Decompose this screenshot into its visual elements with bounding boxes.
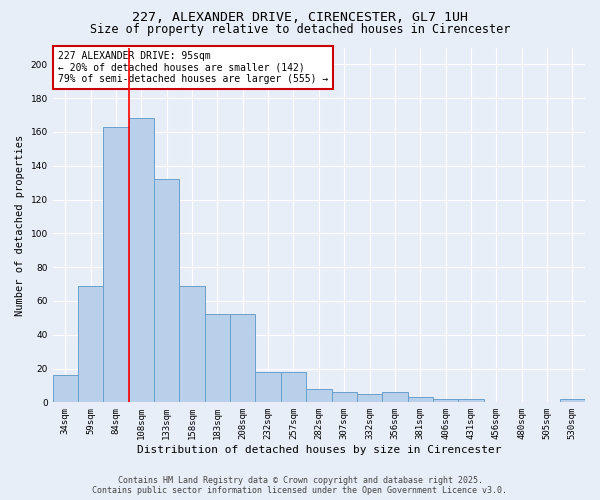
Bar	[205, 314, 230, 402]
Text: 227, ALEXANDER DRIVE, CIRENCESTER, GL7 1UH: 227, ALEXANDER DRIVE, CIRENCESTER, GL7 1…	[132, 11, 468, 24]
Bar	[458, 399, 484, 402]
Bar	[53, 376, 78, 402]
Bar	[357, 394, 382, 402]
Bar	[281, 372, 306, 402]
X-axis label: Distribution of detached houses by size in Cirencester: Distribution of detached houses by size …	[137, 445, 501, 455]
Bar	[179, 286, 205, 403]
Y-axis label: Number of detached properties: Number of detached properties	[15, 134, 25, 316]
Bar	[154, 180, 179, 402]
Bar	[382, 392, 407, 402]
Bar	[560, 399, 585, 402]
Bar	[407, 398, 433, 402]
Bar	[332, 392, 357, 402]
Bar	[433, 399, 458, 402]
Bar	[306, 389, 332, 402]
Text: Contains HM Land Registry data © Crown copyright and database right 2025.
Contai: Contains HM Land Registry data © Crown c…	[92, 476, 508, 495]
Bar	[230, 314, 256, 402]
Bar	[129, 118, 154, 403]
Bar	[78, 286, 103, 403]
Bar	[256, 372, 281, 402]
Text: 227 ALEXANDER DRIVE: 95sqm
← 20% of detached houses are smaller (142)
79% of sem: 227 ALEXANDER DRIVE: 95sqm ← 20% of deta…	[58, 51, 328, 84]
Bar	[103, 127, 129, 402]
Text: Size of property relative to detached houses in Cirencester: Size of property relative to detached ho…	[90, 22, 510, 36]
